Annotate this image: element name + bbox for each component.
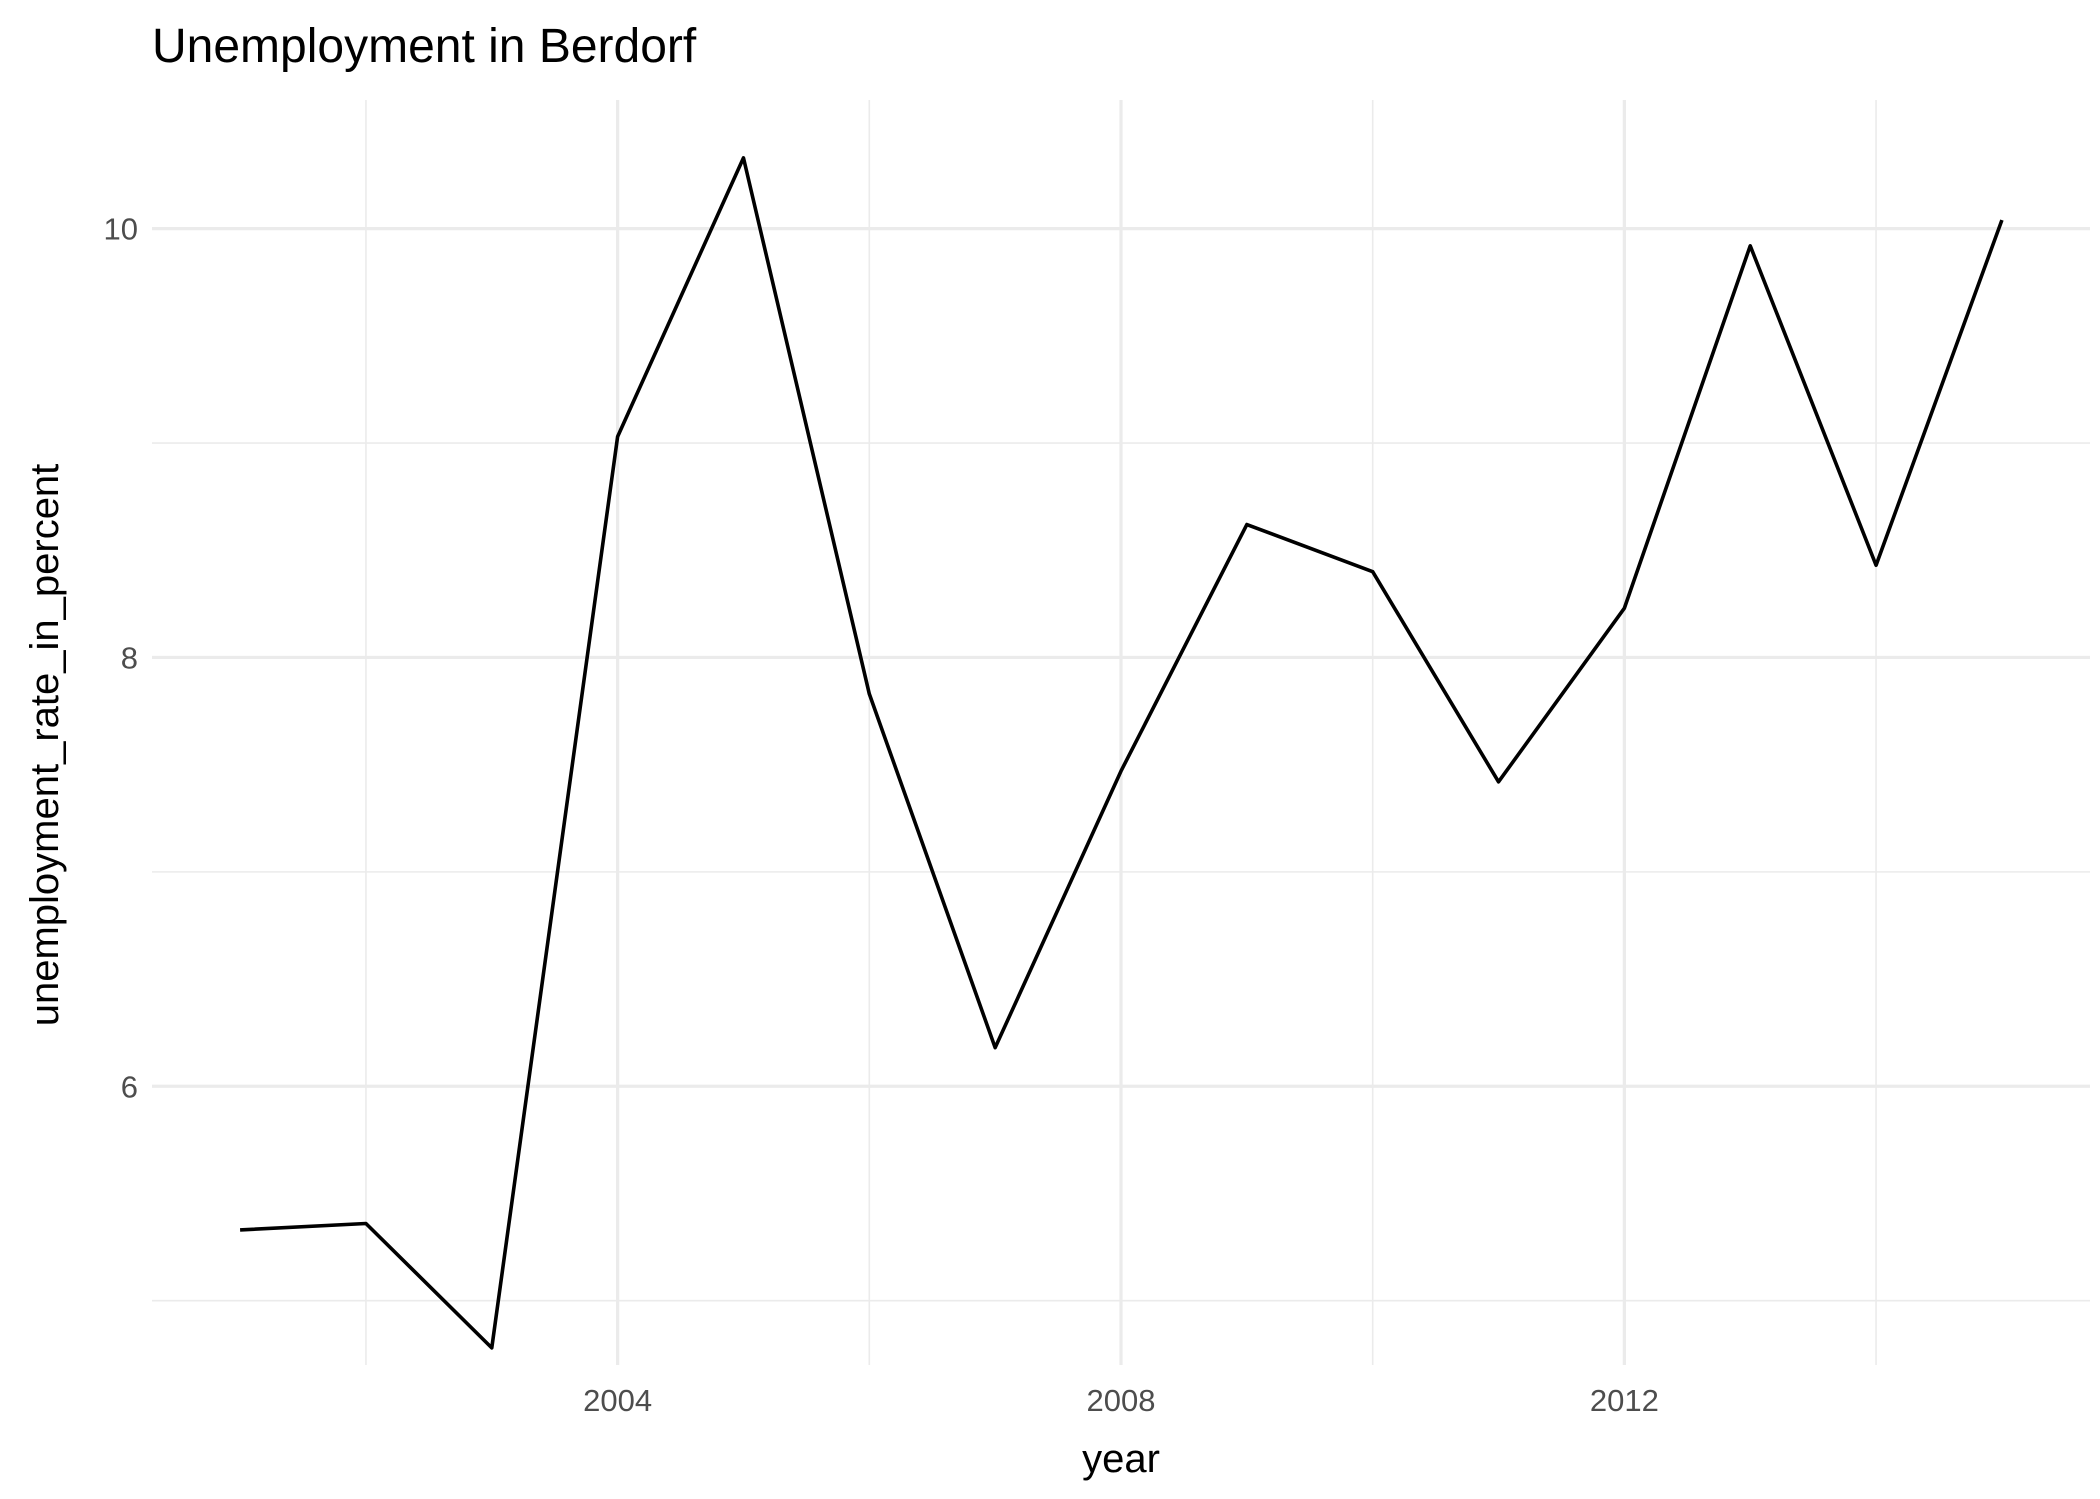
y-tick-label: 6 [121,1069,138,1104]
major-gridlines [152,100,2090,1365]
unemployment-series-line [239,156,2004,1350]
y-tick-label: 10 [104,212,138,247]
y-axis-tick-labels: 6 8 10 [104,212,138,1105]
x-axis-tick-labels: 2004 2008 2012 [583,1383,1659,1418]
x-axis-title: year [1082,1437,1160,1481]
x-tick-label: 2004 [583,1383,652,1418]
y-tick-label: 8 [121,640,138,675]
y-axis-title: unemployment_rate_in_percent [23,464,67,1027]
chart-title: Unemployment in Berdorf [152,20,697,73]
x-tick-label: 2008 [1087,1383,1156,1418]
x-tick-label: 2012 [1590,1383,1659,1418]
